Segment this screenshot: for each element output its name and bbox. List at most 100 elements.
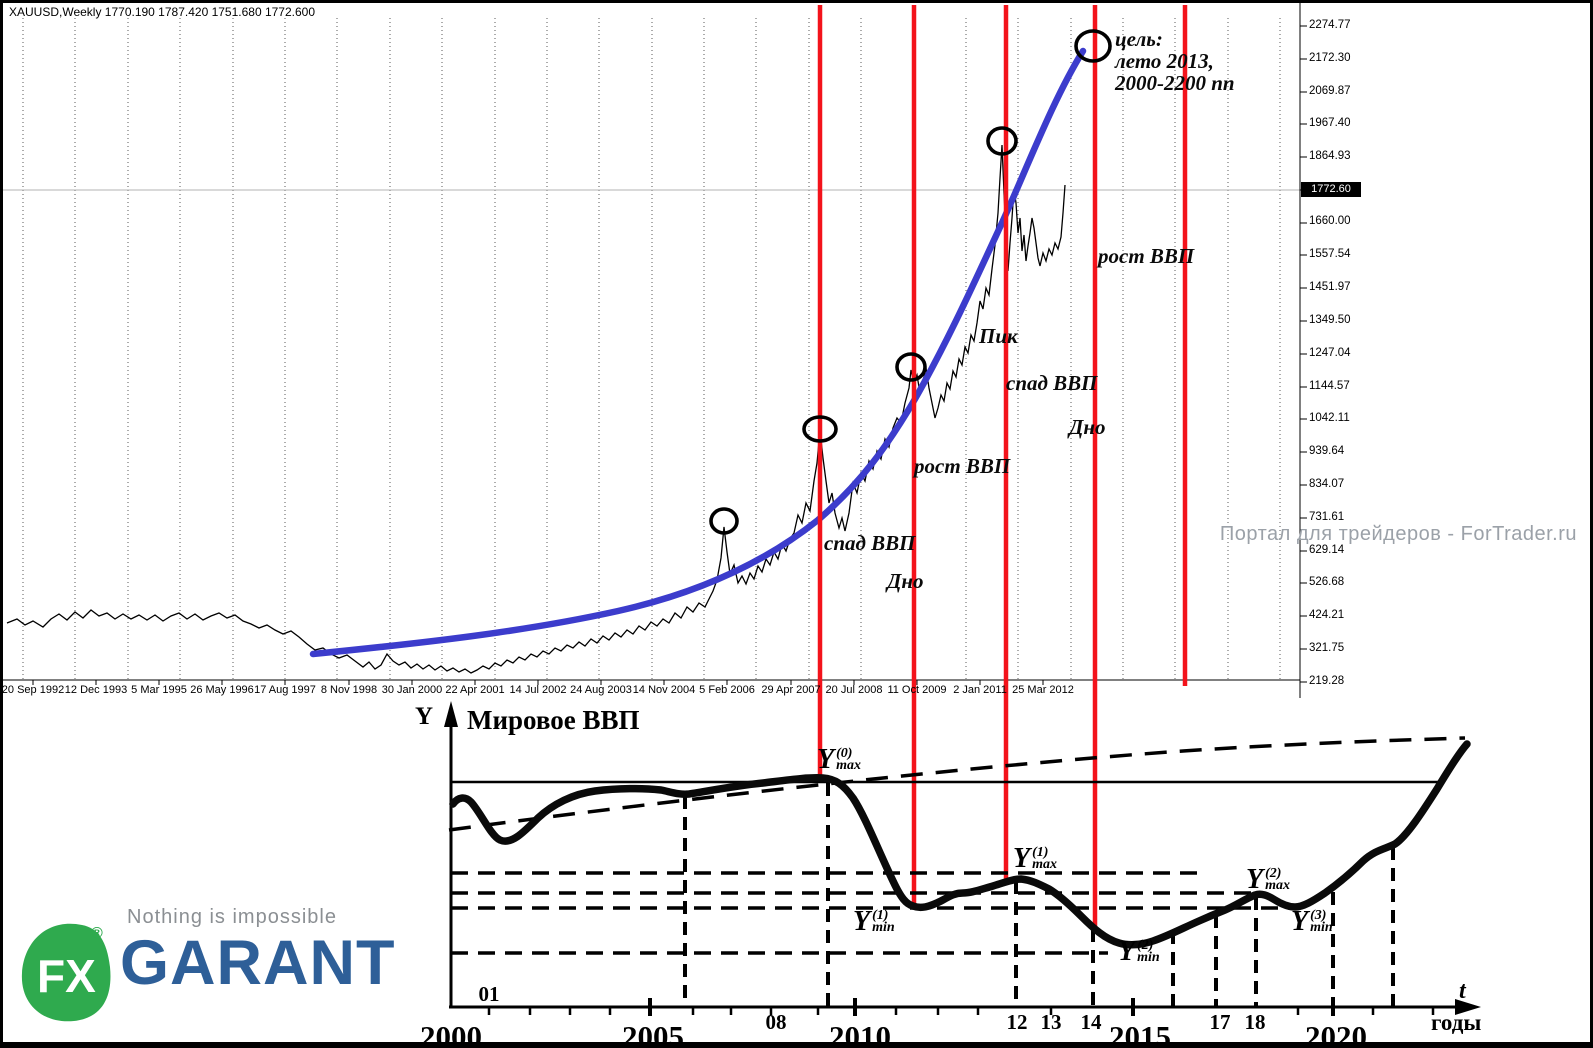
price-tick: 424.21 [1309, 609, 1345, 621]
year-label-14: 14 [1080, 1010, 1102, 1034]
level-scripts: (1) min [872, 908, 895, 935]
date-tick: 25 Mar 2012 [1012, 684, 1074, 696]
gdp-t-axis-label: t [1459, 978, 1466, 1004]
price-tick: 834.07 [1309, 478, 1345, 490]
level-scripts: (2) min [1137, 938, 1160, 965]
date-tick: 26 May 1996 [190, 684, 254, 696]
level-sup: (3) [1310, 908, 1327, 923]
price-tick: 1557.54 [1309, 248, 1351, 260]
level-base: Y [1246, 864, 1264, 895]
year-label-17: 17 [1209, 1010, 1231, 1034]
chart-canvas[interactable] [3, 18, 1300, 680]
gdp-axis-ticks [487, 1007, 1435, 1015]
level-sub: min [1137, 950, 1160, 965]
date-tick: 2 Jan 2011 [953, 684, 1007, 696]
level-sup: (0) [836, 746, 853, 761]
level-sup: (2) [1265, 866, 1282, 881]
gdp-trend-dashed [448, 736, 1466, 832]
year-label-13: 13 [1040, 1010, 1062, 1034]
logo-slogan: Nothing is impossible [127, 906, 337, 928]
date-tick: 12 Dec 1993 [64, 684, 128, 696]
gdp-t-axis-unit: годы [1431, 1010, 1482, 1035]
level-label-ymax2: Y (2) max [1246, 864, 1290, 895]
price-tick: 2274.77 [1309, 19, 1351, 31]
date-tick: 29 Apr 2007 [761, 684, 821, 696]
chart-graphics [3, 3, 1481, 1016]
level-sub: max [1032, 857, 1057, 872]
annotation-goal-line1: цель: [1115, 27, 1163, 51]
price-tick: 1247.04 [1309, 347, 1351, 359]
year-label-2020: 2020 [1305, 1019, 1367, 1048]
level-sub: min [872, 920, 895, 935]
price-tick: 1144.57 [1309, 380, 1350, 392]
fx-logo-leaf [21, 923, 111, 1022]
level-base: Y [1118, 936, 1136, 967]
annotation-bottom-upper: Дно [1069, 415, 1106, 439]
annotation-goal-line2: лето 2013, [1115, 49, 1214, 73]
gdp-y-axis-arrow [444, 701, 458, 727]
level-sup: (1) [872, 908, 889, 923]
pivot-circles [709, 29, 1112, 535]
level-label-ymax0: Y (0) max [817, 744, 861, 775]
level-scripts: (0) max [836, 746, 861, 773]
registered-mark: ® [91, 925, 103, 942]
level-scripts: (2) max [1265, 866, 1290, 893]
date-tick: 20 Sep 1992 [1, 684, 65, 696]
current-price-tag: 1772.60 [1301, 182, 1361, 197]
year-label-2015: 2015 [1109, 1019, 1171, 1048]
date-tick: 20 Jul 2008 [825, 684, 883, 696]
level-base: Y [1291, 906, 1309, 937]
price-tick: 1864.93 [1309, 150, 1351, 162]
fortrader-watermark: Портал для трейдеров - ForTrader.ru [1219, 523, 1577, 545]
level-sup: (2) [1137, 938, 1154, 953]
price-tick: 2172.30 [1309, 52, 1351, 64]
fx-logo-text: FX [37, 950, 96, 1002]
gdp-curve [449, 740, 1471, 949]
gdp-chart [444, 701, 1481, 1016]
level-sub: max [836, 758, 861, 773]
gold-price-series [6, 144, 1066, 674]
level-scripts: (1) max [1032, 845, 1057, 872]
date-tick: 5 Feb 2006 [699, 684, 755, 696]
price-tick: 321.75 [1309, 642, 1345, 654]
level-label-ymin1: Y (1) min [853, 908, 895, 936]
chart-title: XAUUSD,Weekly 1770.190 1787.420 1751.680… [9, 5, 316, 19]
date-tick: 14 Jul 2002 [509, 684, 567, 696]
annotation-gdp-growth-upper: рост ВВП [1098, 244, 1195, 268]
logo-name: GARANT [120, 928, 396, 998]
year-label-2005: 2005 [622, 1019, 684, 1048]
level-sub: max [1265, 878, 1290, 893]
annotation-gdp-growth-lower: рост ВВП [914, 454, 1011, 478]
price-tick: 1349.50 [1309, 314, 1351, 326]
gdp-axis-ticks-major [648, 998, 1335, 1016]
price-tick: 2069.87 [1309, 85, 1351, 97]
price-tick: 1451.97 [1309, 281, 1351, 293]
level-base: Y [1013, 843, 1031, 874]
price-axis-ticks [1300, 25, 1307, 683]
gdp-t-axis-arrow [1455, 999, 1481, 1015]
date-tick: 17 Aug 1997 [254, 684, 316, 696]
date-tick: 11 Oct 2009 [887, 684, 947, 696]
level-sup: (1) [1032, 845, 1049, 860]
annotation-gdp-decline-upper: спад ВВП [1006, 371, 1098, 395]
annotation-peak: Пик [979, 324, 1018, 348]
price-tick: 219.28 [1309, 675, 1345, 687]
annotation-bottom-lower: Дно [887, 569, 924, 593]
year-label-2010: 2010 [829, 1019, 891, 1048]
price-tick: 1042.11 [1309, 412, 1350, 424]
price-tick: 731.61 [1309, 511, 1345, 523]
date-tick: 30 Jan 2000 [381, 684, 443, 696]
level-sub: min [1310, 920, 1333, 935]
date-tick: 24 Aug 2003 [570, 684, 632, 696]
date-axis-ticks [32, 680, 1044, 685]
level-base: Y [817, 744, 835, 775]
year-label-08: 08 [765, 1010, 787, 1034]
year-label-12: 12 [1006, 1010, 1028, 1034]
date-tick: 14 Nov 2004 [632, 684, 696, 696]
level-label-ymin3: Y (3) min [1291, 906, 1333, 937]
price-tick: 1660.00 [1309, 215, 1351, 227]
gdp-chart-title: Мировое ВВП [467, 705, 640, 735]
price-tick: 939.64 [1309, 445, 1345, 457]
date-tick: 8 Nov 1998 [320, 684, 378, 696]
